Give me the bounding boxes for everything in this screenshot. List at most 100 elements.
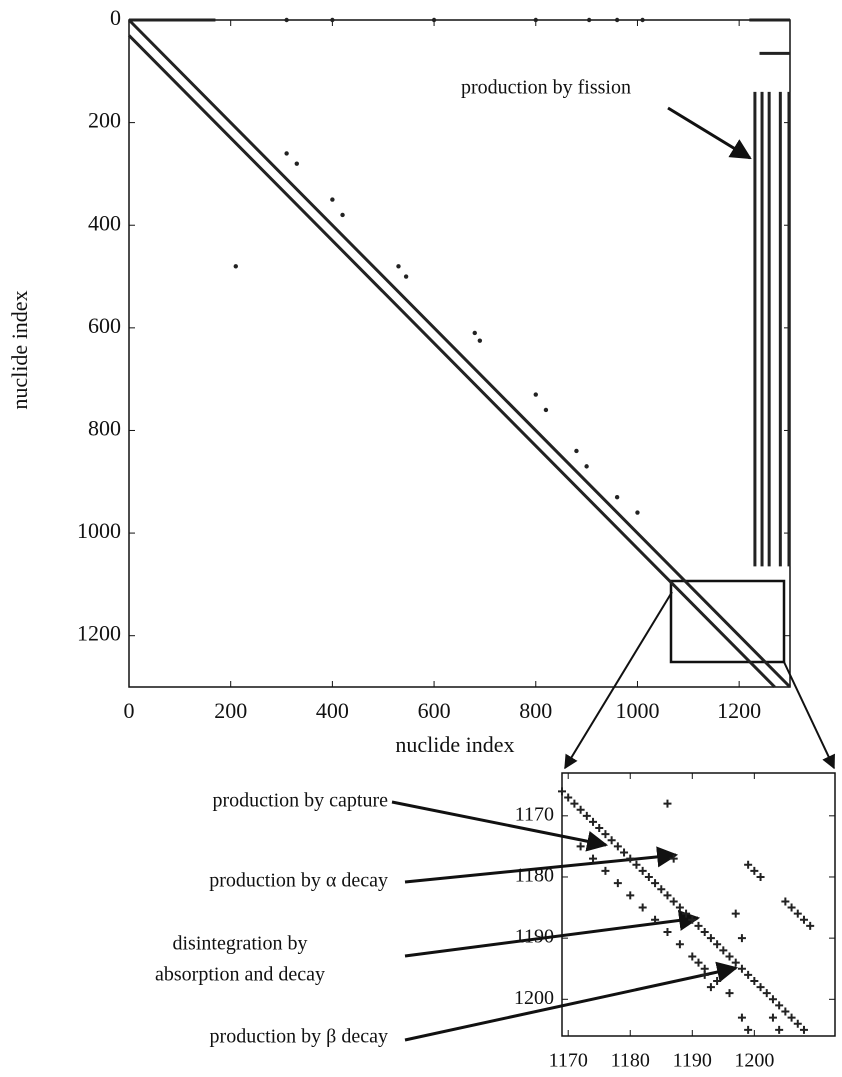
annotation-arrow bbox=[404, 910, 701, 958]
annotation: production by β decay bbox=[210, 1026, 388, 1048]
nonzero bbox=[663, 928, 672, 937]
annotation-arrow bbox=[391, 800, 609, 852]
nonzero bbox=[574, 448, 579, 454]
nonzero-band bbox=[127, 18, 792, 689]
nonzero bbox=[570, 799, 579, 808]
nonzero bbox=[576, 842, 585, 851]
nonzero bbox=[737, 1013, 746, 1022]
nonzero bbox=[787, 903, 796, 912]
nonzero bbox=[744, 1025, 753, 1034]
y-tick-label: 1200 bbox=[77, 621, 121, 646]
y-tick-label: 400 bbox=[88, 210, 121, 235]
nonzero bbox=[613, 879, 622, 888]
annotation: production by fission bbox=[461, 77, 631, 99]
annotation: disintegration by bbox=[173, 933, 308, 955]
nonzero bbox=[284, 17, 289, 23]
nonzero bbox=[340, 212, 345, 218]
nonzero bbox=[284, 151, 289, 156]
x-tick-label: 1200 bbox=[734, 1050, 774, 1072]
y-tick-label: 1170 bbox=[515, 803, 554, 825]
nonzero bbox=[396, 264, 401, 269]
nonzero bbox=[799, 1025, 808, 1034]
nonzero bbox=[713, 976, 722, 985]
nonzero bbox=[731, 958, 740, 967]
nonzero bbox=[756, 983, 765, 992]
nonzero bbox=[688, 915, 697, 924]
nonzero bbox=[744, 970, 753, 979]
nonzero bbox=[640, 17, 645, 23]
nonzero bbox=[626, 891, 635, 900]
nonzero bbox=[719, 946, 728, 955]
x-tick-label: 1170 bbox=[549, 1050, 588, 1072]
nonzero bbox=[799, 915, 808, 924]
x-tick-label: 1200 bbox=[717, 698, 761, 723]
x-tick-label: 0 bbox=[124, 698, 135, 723]
x-tick-label: 1180 bbox=[611, 1050, 650, 1072]
nonzero bbox=[675, 940, 684, 949]
annotation: production by capture bbox=[213, 790, 389, 812]
zoom-box bbox=[669, 579, 786, 664]
nonzero bbox=[477, 338, 483, 343]
nonzero bbox=[725, 989, 734, 998]
annotation-arrow bbox=[667, 106, 752, 160]
nonzero bbox=[700, 928, 709, 937]
nonzero bbox=[533, 17, 538, 23]
nonzero bbox=[638, 866, 647, 875]
nonzero bbox=[595, 824, 604, 833]
nonzero bbox=[294, 161, 299, 166]
nonzero bbox=[644, 872, 653, 881]
nonzero bbox=[601, 866, 610, 875]
x-tick-label: 600 bbox=[418, 698, 451, 723]
y-axis-label: nuclide index bbox=[7, 290, 32, 409]
nonzero-band bbox=[127, 34, 776, 689]
nonzero bbox=[635, 510, 640, 515]
x-tick-label: 200 bbox=[214, 698, 247, 723]
nonzero bbox=[589, 817, 598, 826]
y-tick-label: 800 bbox=[88, 416, 121, 441]
nonzero bbox=[669, 897, 678, 906]
nonzero bbox=[620, 848, 629, 857]
nonzero bbox=[403, 274, 409, 279]
y-tick-label: 1200 bbox=[514, 987, 554, 1009]
nonzero bbox=[675, 903, 684, 912]
nonzero bbox=[768, 995, 777, 1004]
zoom-arrow bbox=[564, 591, 673, 770]
y-tick-label: 1190 bbox=[515, 926, 554, 948]
nonzero bbox=[750, 976, 759, 985]
nonzero bbox=[626, 854, 635, 863]
nonzero bbox=[762, 989, 771, 998]
nonzero bbox=[781, 897, 790, 906]
nonzero bbox=[614, 494, 620, 500]
nonzero bbox=[775, 1025, 784, 1034]
nonzero bbox=[731, 909, 740, 918]
nonzero bbox=[431, 17, 437, 23]
nonzero bbox=[737, 964, 746, 973]
x-tick-label: 400 bbox=[316, 698, 349, 723]
zoom-arrow bbox=[783, 661, 835, 770]
nonzero bbox=[632, 860, 641, 869]
nonzero bbox=[737, 934, 746, 943]
nonzero bbox=[657, 885, 666, 894]
x-axis-label: nuclide index bbox=[395, 732, 514, 757]
x-tick-label: 1190 bbox=[673, 1050, 712, 1072]
nonzero bbox=[589, 854, 598, 863]
nonzero bbox=[744, 860, 753, 869]
nonzero bbox=[806, 921, 815, 930]
nonzero bbox=[601, 830, 610, 839]
inset-frame bbox=[561, 772, 836, 1037]
nonzero bbox=[775, 1001, 784, 1010]
nonzero bbox=[651, 915, 660, 924]
nonzero bbox=[669, 854, 678, 863]
y-tick-label: 0 bbox=[110, 5, 121, 30]
nonzero bbox=[688, 952, 697, 961]
annotation: production by α decay bbox=[209, 870, 388, 892]
x-tick-label: 1000 bbox=[615, 698, 659, 723]
nonzero bbox=[584, 464, 589, 469]
nonzero bbox=[638, 903, 647, 912]
nonzero bbox=[781, 1007, 790, 1016]
nonzero bbox=[613, 842, 622, 851]
nonzero bbox=[700, 970, 709, 979]
nonzero bbox=[793, 909, 802, 918]
nonzero bbox=[607, 836, 616, 845]
